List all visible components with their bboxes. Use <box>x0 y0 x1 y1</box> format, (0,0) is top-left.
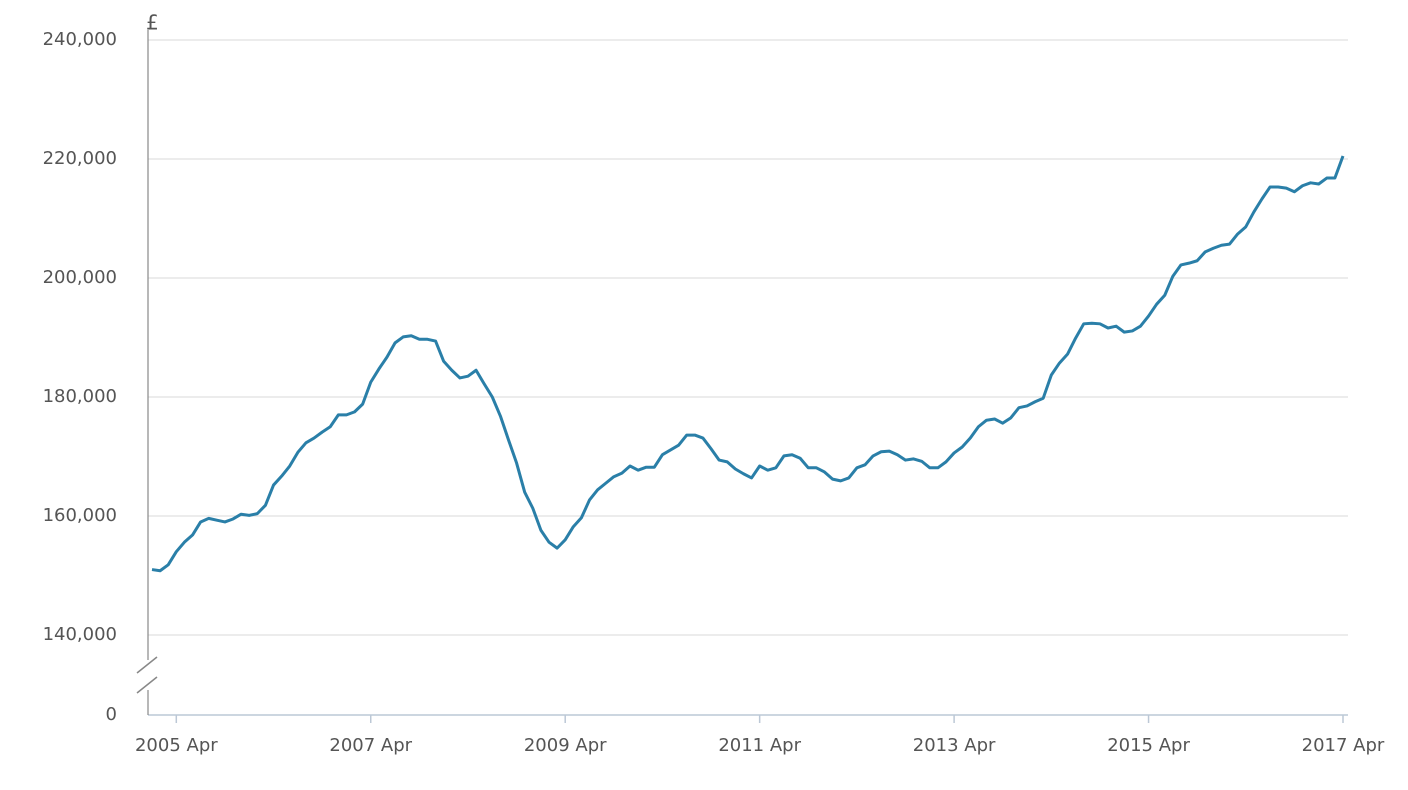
x-tick-label: 2005 Apr <box>135 735 218 756</box>
y-tick-label: 220,000 <box>43 148 117 169</box>
y-tick-label: 200,000 <box>43 267 117 288</box>
x-tick-label: 2009 Apr <box>524 735 607 756</box>
x-tick-label: 2011 Apr <box>718 735 801 756</box>
x-tick-label: 2007 Apr <box>329 735 412 756</box>
x-tick-label: 2015 Apr <box>1107 735 1190 756</box>
y-tick-label: 140,000 <box>43 624 117 645</box>
x-tick-label: 2013 Apr <box>913 735 996 756</box>
axis-break <box>136 676 158 694</box>
y-tick-label: 240,000 <box>43 29 117 50</box>
y-tick-label: 180,000 <box>43 386 117 407</box>
y-axis-label: £ <box>146 11 159 35</box>
axis-break <box>136 656 158 674</box>
data-line <box>151 155 1345 573</box>
x-tick-label: 2017 Apr <box>1302 735 1385 756</box>
y-tick-label: 0 <box>106 704 117 725</box>
y-tick-label: 160,000 <box>43 505 117 526</box>
